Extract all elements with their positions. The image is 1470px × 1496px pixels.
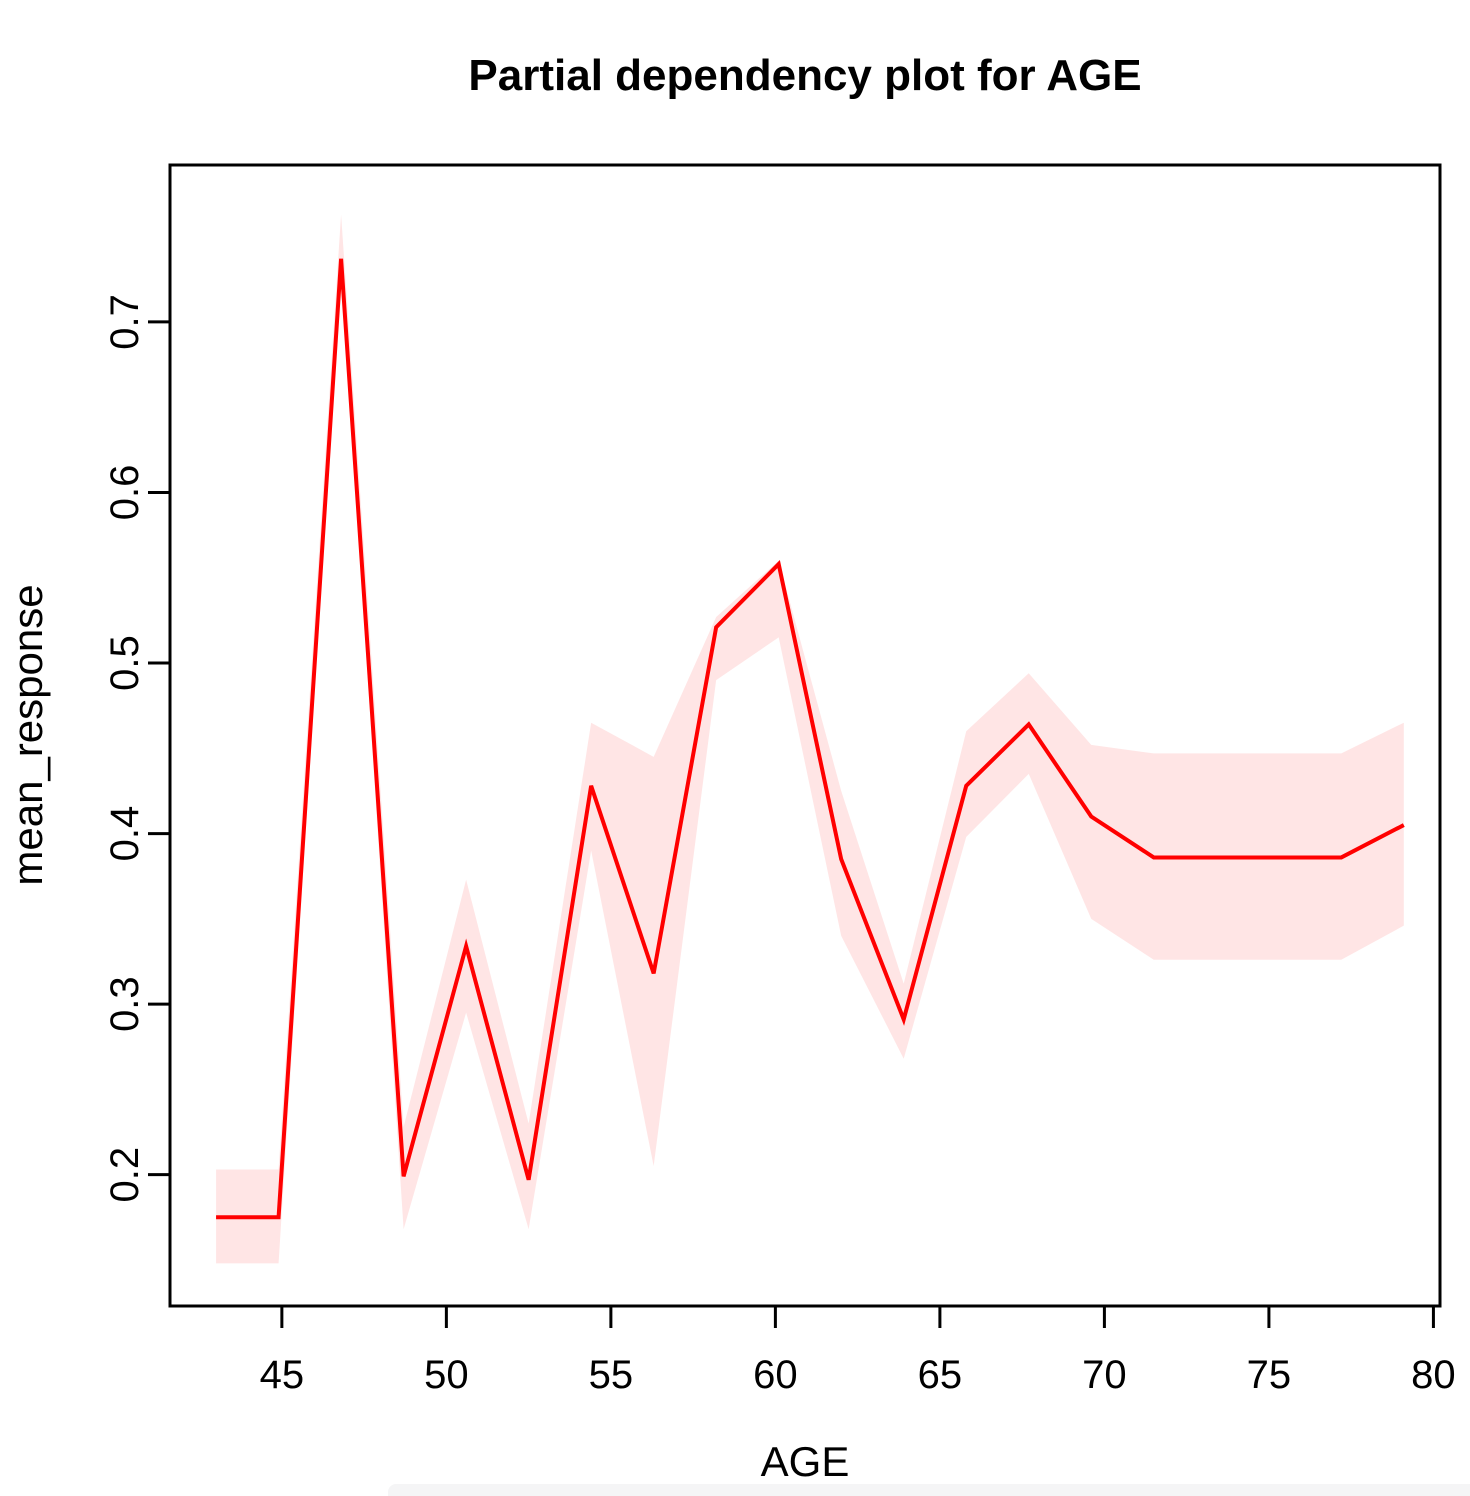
mean-response-line [216, 258, 1405, 1220]
y-axis-label: mean_response [4, 584, 51, 885]
x-tick-label: 70 [1082, 1353, 1127, 1397]
x-tick-label: 55 [589, 1353, 634, 1397]
x-axis-label: AGE [761, 1438, 850, 1485]
x-tick-label: 80 [1411, 1353, 1456, 1397]
confidence-band-layer [216, 214, 1404, 1264]
y-tick-label: 0.3 [103, 976, 147, 1032]
x-tick-label: 65 [918, 1353, 963, 1397]
confidence-band [216, 214, 1404, 1264]
bottom-edge-bar [388, 1484, 1470, 1496]
x-tick-label: 45 [260, 1353, 305, 1397]
x-tick-label: 60 [753, 1353, 798, 1397]
y-tick-label: 0.5 [103, 635, 147, 691]
plot-box [168, 163, 1442, 1308]
chart-title: Partial dependency plot for AGE [468, 51, 1141, 100]
y-tick-label: 0.4 [103, 806, 147, 862]
mean-response-line-layer [216, 258, 1405, 1220]
x-tick-label: 50 [424, 1353, 469, 1397]
y-tick-label: 0.2 [103, 1147, 147, 1203]
axes-layer: 45 50 55 60 65 70 75 80 0.2 0.3 0.4 0.5 0.6 0.7 [103, 163, 1456, 1397]
y-tick-label: 0.7 [103, 294, 147, 350]
x-tick-label: 75 [1247, 1353, 1292, 1397]
y-tick-label: 0.6 [103, 465, 147, 521]
